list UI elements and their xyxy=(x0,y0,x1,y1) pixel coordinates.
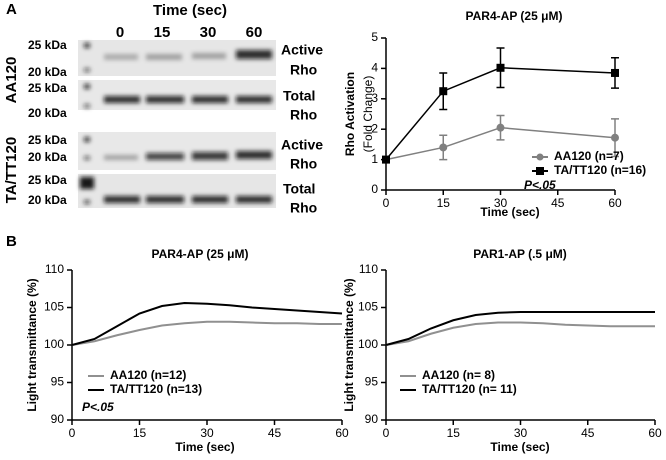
group-label: AA120 xyxy=(3,57,20,104)
kda-label: 25 kDa xyxy=(28,38,67,52)
kda-label: 20 kDa xyxy=(28,106,67,120)
row-label: Active xyxy=(281,137,323,153)
y-tick-label: 110 xyxy=(359,262,378,276)
time-label: 15 xyxy=(154,24,171,41)
x-tick-label: 60 xyxy=(335,426,349,440)
legend-label: TA/TT120 (n=16) xyxy=(554,163,646,177)
x-tick-label: 15 xyxy=(437,196,451,210)
marker xyxy=(496,123,505,132)
x-tick-label: 45 xyxy=(551,196,565,210)
row-label: Total xyxy=(283,181,315,197)
y-tick-label: 2 xyxy=(371,121,378,135)
bands xyxy=(80,43,272,204)
x-tick-label: 30 xyxy=(494,196,508,210)
x-axis-label: Time (sec) xyxy=(490,440,549,454)
series-line xyxy=(385,67,616,161)
y-tick-label: 105 xyxy=(358,300,378,314)
kda-label: 20 kDa xyxy=(28,150,67,164)
legend-marker xyxy=(536,167,544,175)
y-tick-label: 100 xyxy=(44,337,64,351)
row-label: Rho xyxy=(290,200,317,216)
x-axis-label: Time (sec) xyxy=(480,205,539,219)
marker xyxy=(439,87,448,96)
x-tick-label: 45 xyxy=(581,426,595,440)
series-line xyxy=(71,320,342,346)
y-tick-label: 90 xyxy=(51,412,65,426)
x-tick-label: 30 xyxy=(514,426,528,440)
legend-label: AA120 (n=7) xyxy=(554,149,624,163)
row-label: Rho xyxy=(290,107,317,123)
x-tick-label: 0 xyxy=(69,426,76,440)
legend-label: TA/TT120 (n=13) xyxy=(110,382,202,396)
y-tick-label: 105 xyxy=(44,300,64,314)
blot-image xyxy=(78,80,276,110)
chart-title: PAR4-AP (25 μM) xyxy=(152,247,249,261)
chart-title: PAR1-AP (.5 μM) xyxy=(473,247,567,261)
series-line xyxy=(385,321,655,346)
annotation: P<.05 xyxy=(524,178,556,192)
series-line xyxy=(385,311,655,346)
x-tick-label: 60 xyxy=(608,196,622,210)
time-label: 0 xyxy=(116,24,124,41)
group-label: TA/TT120 xyxy=(3,137,20,203)
y-tick-label: 90 xyxy=(365,412,379,426)
blot-title: Time (sec) xyxy=(153,2,227,19)
x-tick-label: 30 xyxy=(200,426,214,440)
annotation: P<.05 xyxy=(82,400,114,414)
x-tick-label: 0 xyxy=(383,426,390,440)
y-axis-label: Rho Activation xyxy=(343,72,357,156)
row-label: Rho xyxy=(290,62,317,78)
kda-label: 20 kDa xyxy=(28,65,67,79)
marker xyxy=(611,68,619,77)
y-tick-label: 4 xyxy=(371,61,378,75)
x-tick-label: 15 xyxy=(447,426,461,440)
time-label: 60 xyxy=(246,24,263,41)
legend-label: TA/TT120 (n= 11) xyxy=(422,382,517,396)
y-tick-label: 100 xyxy=(358,337,378,351)
panel-label: B xyxy=(6,233,17,250)
series-line xyxy=(71,301,343,346)
legend-label: AA120 (n=12) xyxy=(110,368,186,382)
y-tick-label: 95 xyxy=(365,375,379,389)
row-label: Rho xyxy=(290,156,317,172)
kda-label: 25 kDa xyxy=(28,81,67,95)
marker xyxy=(496,63,505,72)
y-tick-label: 3 xyxy=(371,91,378,105)
panel-label: A xyxy=(6,1,17,18)
y-tick-label: 110 xyxy=(45,262,64,276)
kda-label: 25 kDa xyxy=(28,173,67,187)
y-tick-label: 95 xyxy=(51,375,65,389)
marker xyxy=(439,143,448,152)
marker xyxy=(611,133,619,142)
x-tick-label: 15 xyxy=(133,426,147,440)
y-axis-sublabel: (Fold Change) xyxy=(361,76,375,153)
y-tick-label: 5 xyxy=(371,30,378,44)
x-tick-label: 45 xyxy=(268,426,282,440)
marker xyxy=(382,155,390,164)
chart-title: PAR4-AP (25 μM) xyxy=(466,9,563,23)
blot-panel: Time (sec) 0 15 30 60 25 kDa 20 kDa 25 k… xyxy=(3,2,323,216)
x-tick-label: 60 xyxy=(648,426,662,440)
x-axis-label: Time (sec) xyxy=(175,440,234,454)
kda-label: 20 kDa xyxy=(28,193,67,207)
legend-marker xyxy=(536,153,544,161)
row-label: Total xyxy=(283,88,315,104)
row-label: Active xyxy=(281,42,323,58)
x-tick-label: 0 xyxy=(383,196,390,210)
y-axis-label: Light transmittance (%) xyxy=(25,278,39,411)
legend-label: AA120 (n= 8) xyxy=(422,368,495,382)
time-label: 30 xyxy=(200,24,217,41)
series-line xyxy=(385,126,616,161)
y-tick-label: 1 xyxy=(371,152,378,166)
kda-label: 25 kDa xyxy=(28,133,67,147)
y-tick-label: 0 xyxy=(371,182,378,196)
y-axis-label: Light transmittance (%) xyxy=(342,278,356,411)
